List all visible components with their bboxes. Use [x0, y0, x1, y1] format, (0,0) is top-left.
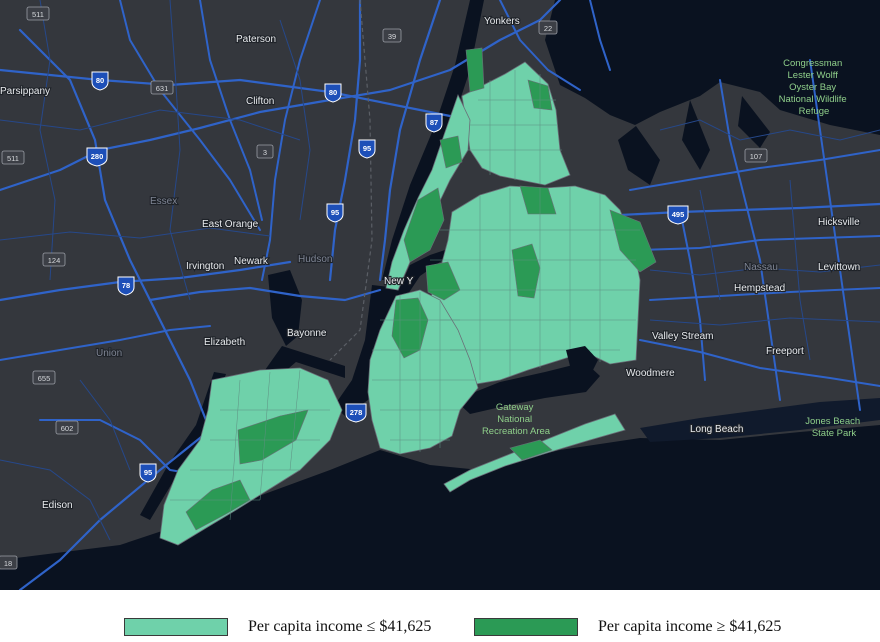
- label-edison: Edison: [42, 500, 73, 511]
- route-18-shield: 18: [0, 555, 18, 570]
- label-essex: Essex: [150, 196, 177, 207]
- label-paterson: Paterson: [236, 34, 276, 45]
- legend-swatch-high-income: [474, 618, 578, 636]
- interstate-95-north-shield: 95: [358, 139, 376, 159]
- label-congressman-refuge: Congressman Lester Wolff Oyster Bay Nati…: [779, 58, 850, 117]
- label-hudson: Hudson: [298, 254, 332, 265]
- route-shields: 511 631 39 22 3 511 124 655: [0, 6, 768, 570]
- arthur-kill-water: [140, 372, 226, 520]
- svg-text:87: 87: [430, 118, 438, 127]
- route-655-shield: 655: [32, 370, 56, 385]
- tract-boundaries: [170, 70, 640, 521]
- label-parsippany: Parsippany: [0, 86, 50, 97]
- svg-text:22: 22: [544, 24, 552, 33]
- label-hicksville: Hicksville: [818, 217, 860, 228]
- interstate-80-west-shield: 80: [91, 71, 109, 91]
- interstate-78-shield: 78: [117, 276, 135, 296]
- label-hempstead: Hempstead: [734, 283, 785, 294]
- label-bayonne: Bayonne: [287, 328, 327, 339]
- upper-bay-water: [334, 285, 402, 416]
- route-511-north-shield: 511: [26, 6, 50, 21]
- state-border: [329, 0, 373, 361]
- svg-text:631: 631: [156, 84, 169, 93]
- kill-van-kull-water: [258, 346, 345, 386]
- hempstead-harbor-water: [682, 100, 710, 170]
- route-631-shield: 631: [150, 80, 174, 95]
- place-labels: Yonkers Paterson Parsippany Clifton East…: [0, 15, 861, 512]
- label-irvington: Irvington: [186, 261, 224, 272]
- legend-item-low-income: Per capita income ≤ $41,625: [124, 616, 431, 638]
- svg-text:95: 95: [363, 144, 371, 153]
- label-new-york: New Y: [384, 276, 414, 287]
- svg-text:511: 511: [7, 154, 19, 163]
- svg-text:107: 107: [750, 152, 763, 161]
- svg-text:95: 95: [144, 468, 152, 477]
- label-woodmere: Woodmere: [626, 368, 675, 379]
- manhasset-bay-water: [618, 126, 660, 185]
- interstate-495-shield: 495: [667, 205, 689, 225]
- label-jones-beach-state-park: Jones Beach State Park: [805, 416, 863, 439]
- interstate-95-mid-shield: 95: [326, 203, 344, 223]
- svg-text:511: 511: [32, 10, 44, 19]
- jamaica-bay-inner-water: [566, 346, 598, 376]
- svg-text:78: 78: [122, 281, 130, 290]
- label-nassau: Nassau: [744, 262, 778, 273]
- route-124-shield: 124: [42, 252, 66, 267]
- label-gateway-recreation-area: Gateway National Recreation Area: [482, 402, 551, 437]
- long-island-sound-water: [545, 0, 880, 135]
- map-canvas[interactable]: Yonkers Paterson Parsippany Clifton East…: [0, 0, 880, 590]
- svg-text:80: 80: [96, 76, 104, 85]
- label-east-orange: East Orange: [202, 219, 259, 230]
- label-elizabeth: Elizabeth: [204, 337, 245, 348]
- svg-text:39: 39: [388, 32, 396, 41]
- interstate-278-shield: 278: [345, 403, 367, 423]
- svg-text:3: 3: [263, 148, 267, 157]
- map-view[interactable]: Yonkers Paterson Parsippany Clifton East…: [0, 0, 880, 590]
- svg-text:124: 124: [48, 256, 61, 265]
- svg-text:278: 278: [350, 408, 363, 417]
- svg-text:655: 655: [38, 374, 51, 383]
- park-labels: Congressman Lester Wolff Oyster Bay Nati…: [482, 58, 863, 439]
- route-602-shield: 602: [55, 420, 79, 435]
- svg-text:495: 495: [672, 210, 685, 219]
- label-yonkers: Yonkers: [484, 16, 520, 27]
- interstate-87-shield: 87: [425, 113, 443, 133]
- label-newark: Newark: [234, 256, 269, 267]
- route-39-shield: 39: [382, 28, 402, 43]
- newark-bay-water: [268, 270, 302, 346]
- jamaica-bay-water: [455, 362, 600, 414]
- lower-bay-water: [0, 425, 880, 590]
- route-511-south-shield: 511: [1, 150, 25, 165]
- route-3-shield: 3: [256, 144, 274, 159]
- svg-text:80: 80: [329, 88, 337, 97]
- hudson-river-water: [382, 0, 484, 280]
- interstate-280-shield: 280: [86, 147, 108, 167]
- interstate-95-south-shield: 95: [139, 463, 157, 483]
- label-long-beach: Long Beach: [690, 424, 743, 435]
- label-freeport: Freeport: [766, 346, 804, 357]
- legend-label-high-income: Per capita income ≥ $41,625: [598, 618, 782, 635]
- svg-text:280: 280: [91, 152, 104, 161]
- svg-text:602: 602: [61, 424, 74, 433]
- highway-network: [0, 0, 880, 590]
- legend-label-low-income: Per capita income ≤ $41,625: [248, 618, 432, 635]
- route-107-shield: 107: [744, 148, 768, 163]
- oyster-bay-water: [738, 96, 770, 148]
- great-south-bay-water: [640, 398, 880, 442]
- interstate-80-east-shield: 80: [324, 83, 342, 103]
- map-legend: Per capita income ≤ $41,625 Per capita i…: [0, 590, 880, 642]
- label-union: Union: [96, 348, 122, 359]
- svg-text:18: 18: [4, 559, 12, 568]
- legend-swatch-low-income: [124, 618, 228, 636]
- route-22-shield: 22: [538, 20, 558, 35]
- label-levittown: Levittown: [818, 262, 860, 273]
- legend-item-high-income: Per capita income ≥ $41,625: [474, 616, 781, 638]
- label-clifton: Clifton: [246, 96, 274, 107]
- label-valley-stream: Valley Stream: [652, 331, 714, 342]
- svg-text:95: 95: [331, 208, 339, 217]
- local-road-network: [0, 0, 880, 541]
- interstate-shields: 80 280 80 95 95 78 278 95: [86, 71, 689, 483]
